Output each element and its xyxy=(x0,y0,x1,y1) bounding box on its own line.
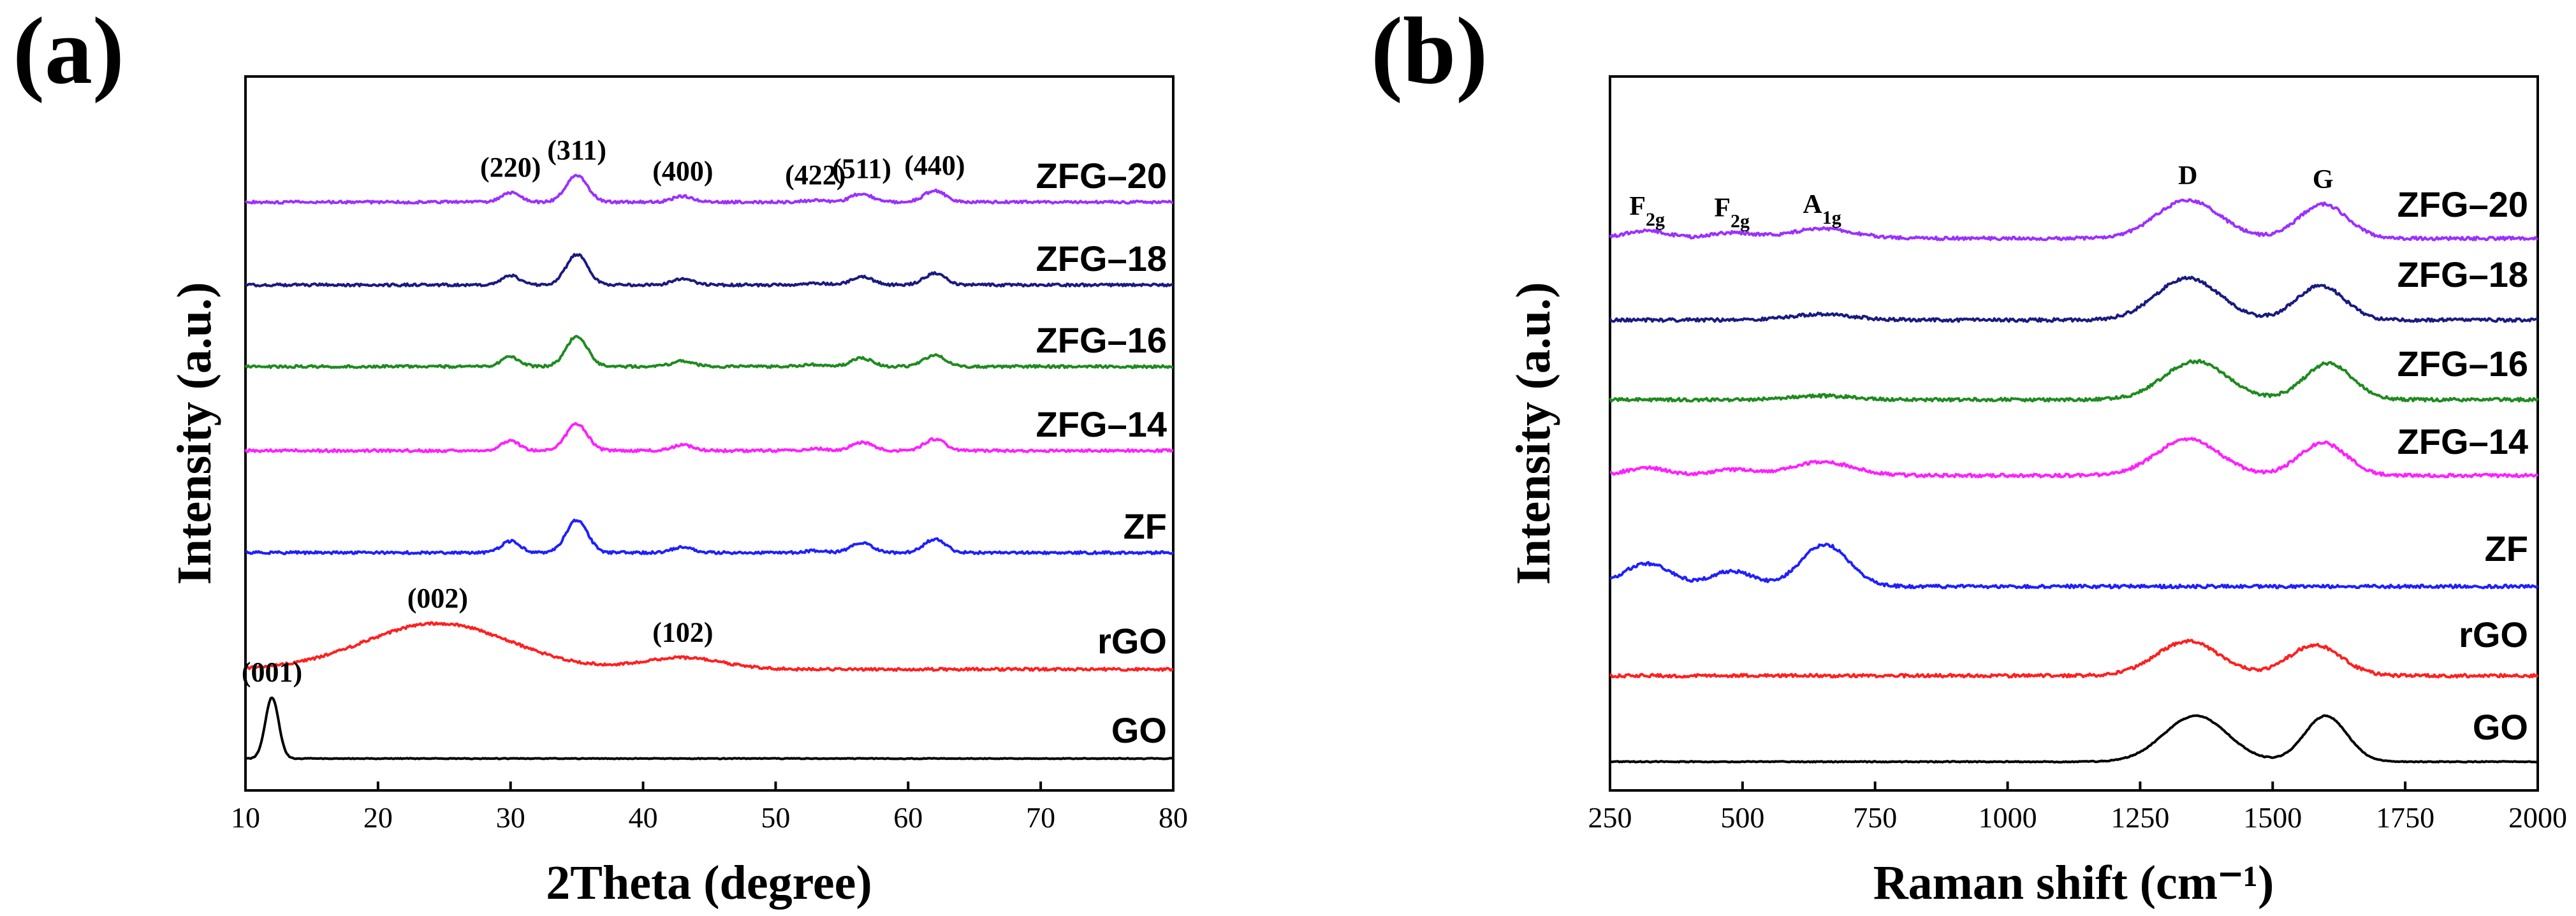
panel-a-curves xyxy=(244,173,1175,760)
series-line-zf xyxy=(1609,542,2539,590)
xtick-label-1000: 1000 xyxy=(1979,801,2037,834)
panel-b-label: (b) xyxy=(1371,0,1488,104)
panel-a-peak-labels: (220)(311) (400) (422)(511) (440) (002) (102)… xyxy=(242,134,965,688)
panel-b-curves xyxy=(1609,198,2539,764)
peak-label-002: (002) xyxy=(407,583,468,614)
series-line-zfg-18 xyxy=(244,253,1174,287)
xtick-label-80: 80 xyxy=(1159,801,1188,834)
panel-b-series-labels: ZFG–20 ZFG–18 ZFG–16 ZFG–14 ZF rGO GO xyxy=(2397,184,2528,747)
xtick-label-20: 20 xyxy=(363,801,393,834)
series-line-zfg-20 xyxy=(244,173,1174,205)
panel-a-ylabel: Intensity (a.u.) xyxy=(168,282,221,585)
panel-a-series-labels: ZFG–20 ZFG–18 ZFG–16 ZFG–14 ZF rGO GO xyxy=(1036,156,1167,750)
series-label-zfg-18: ZFG–18 xyxy=(1036,238,1167,279)
series-label-zfg-20: ZFG–20 xyxy=(1036,156,1167,196)
series-line-zfg-14 xyxy=(244,422,1174,453)
peak-label-d: D xyxy=(2178,161,2197,191)
xtick-label-10: 10 xyxy=(231,801,260,834)
series-line-zfg-18 xyxy=(1609,275,2539,323)
series-label-zf: ZF xyxy=(1123,506,1167,546)
peak-label-a1g: A1g xyxy=(1803,190,1841,228)
xtick-label-30: 30 xyxy=(496,801,525,834)
series-label-zfg-16: ZFG–16 xyxy=(1036,320,1167,360)
series-label-zfg-20: ZFG–20 xyxy=(2397,184,2528,224)
panel-b-band-labels: F2g F2g A1g D G xyxy=(1629,161,2333,231)
series-line-zfg-14 xyxy=(1609,437,2539,479)
peak-label-422: (422) xyxy=(785,159,845,191)
peak-label-511: (511) xyxy=(832,153,891,184)
xtick-label-70: 70 xyxy=(1026,801,1055,834)
peak-label-102: (102) xyxy=(652,617,713,648)
series-line-zfg-16 xyxy=(1609,359,2539,403)
panel-b-xticks: 250 500 750 1000 1250 1500 1750 2000 xyxy=(1588,782,2567,834)
xtick-label-250: 250 xyxy=(1588,801,1632,834)
panel-a-frame xyxy=(244,75,1175,792)
series-line-rgo xyxy=(245,621,1175,672)
peak-label-440: (440) xyxy=(904,150,965,181)
series-line-rgo xyxy=(1609,639,2539,679)
series-line-go xyxy=(1609,714,2538,764)
peak-label-g: G xyxy=(2313,165,2334,194)
panel-a-xticks: 10 20 30 40 50 60 70 80 xyxy=(231,782,1188,834)
series-line-go xyxy=(245,696,1174,760)
series-line-zfg-20 xyxy=(1609,198,2538,242)
xtick-label-2000: 2000 xyxy=(2508,801,2567,834)
panel-a: (a) 2Theta (degree) Intensity (a.u.) 10 2… xyxy=(13,0,1188,910)
series-label-zfg-16: ZFG–16 xyxy=(2397,344,2528,384)
series-label-zfg-14: ZFG–14 xyxy=(2397,421,2528,462)
panel-b-xlabel: Raman shift (cm⁻¹) xyxy=(1873,856,2274,910)
xtick-label-1500: 1500 xyxy=(2243,801,2302,834)
peak-label-f2g: F2g xyxy=(1629,192,1665,230)
xtick-label-1250: 1250 xyxy=(2111,801,2169,834)
xtick-label-50: 50 xyxy=(761,801,790,834)
xtick-label-500: 500 xyxy=(1720,801,1764,834)
panel-b-ylabel: Intensity (a.u.) xyxy=(1507,282,1560,585)
panel-a-xlabel: 2Theta (degree) xyxy=(546,856,872,910)
series-label-zfg-18: ZFG–18 xyxy=(2397,254,2528,294)
peak-label-311: (311) xyxy=(547,134,606,166)
peak-label-f2g: F2g xyxy=(1714,194,1750,232)
panel-a-label: (a) xyxy=(13,0,124,104)
peak-label-400: (400) xyxy=(652,156,713,187)
series-label-zf: ZF xyxy=(2485,528,2528,569)
series-label-rgo: rGO xyxy=(2459,614,2528,655)
xtick-label-60: 60 xyxy=(893,801,923,834)
xtick-label-1750: 1750 xyxy=(2376,801,2434,834)
series-label-rgo: rGO xyxy=(1097,621,1167,661)
series-label-go: GO xyxy=(2473,707,2528,747)
panel-b-frame xyxy=(1609,75,2539,792)
xtick-label-750: 750 xyxy=(1853,801,1897,834)
peak-label-220: (220) xyxy=(480,152,541,183)
panel-b: (b) Raman shift (cm⁻¹) Intensity (a.u.) … xyxy=(1371,0,2567,910)
series-label-zfg-14: ZFG–14 xyxy=(1036,404,1167,444)
series-label-go: GO xyxy=(1111,710,1167,750)
xtick-label-40: 40 xyxy=(629,801,658,834)
series-line-zfg-16 xyxy=(244,335,1174,369)
series-line-zf xyxy=(245,518,1175,555)
peak-label-001: (001) xyxy=(242,657,302,688)
